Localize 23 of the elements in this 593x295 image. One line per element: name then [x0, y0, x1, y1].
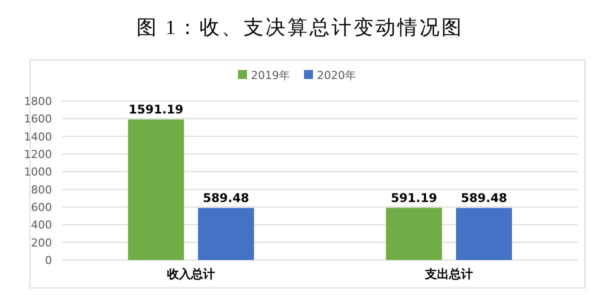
bar	[128, 119, 184, 260]
y-tick-label: 600	[31, 201, 52, 214]
bar	[456, 208, 512, 260]
data-label: 1591.19	[128, 102, 184, 116]
y-tick-label: 400	[31, 218, 52, 232]
chart-title: 图 1：收、支决算总计变动情况图	[136, 17, 464, 39]
data-label: 589.48	[202, 190, 250, 205]
y-tick-label: 800	[31, 183, 52, 196]
x-tick-label: 支出总计	[424, 267, 473, 281]
bar	[198, 208, 254, 260]
bar	[386, 208, 442, 260]
y-tick-label: 1800	[24, 95, 52, 108]
data-label: 591.19	[390, 190, 438, 205]
legend-label: 2020年	[317, 69, 356, 82]
data-label: 589.48	[460, 190, 508, 205]
y-tick-label: 200	[31, 236, 52, 250]
y-tick-label: 1600	[24, 112, 52, 126]
y-tick-label: 1000	[24, 166, 52, 179]
y-tick-label: 0	[45, 254, 52, 267]
y-tick-label: 1400	[24, 130, 52, 144]
x-tick-label: 收入总计	[167, 267, 215, 281]
legend-label: 2019年	[251, 69, 290, 82]
y-tick-label: 1200	[24, 148, 52, 161]
